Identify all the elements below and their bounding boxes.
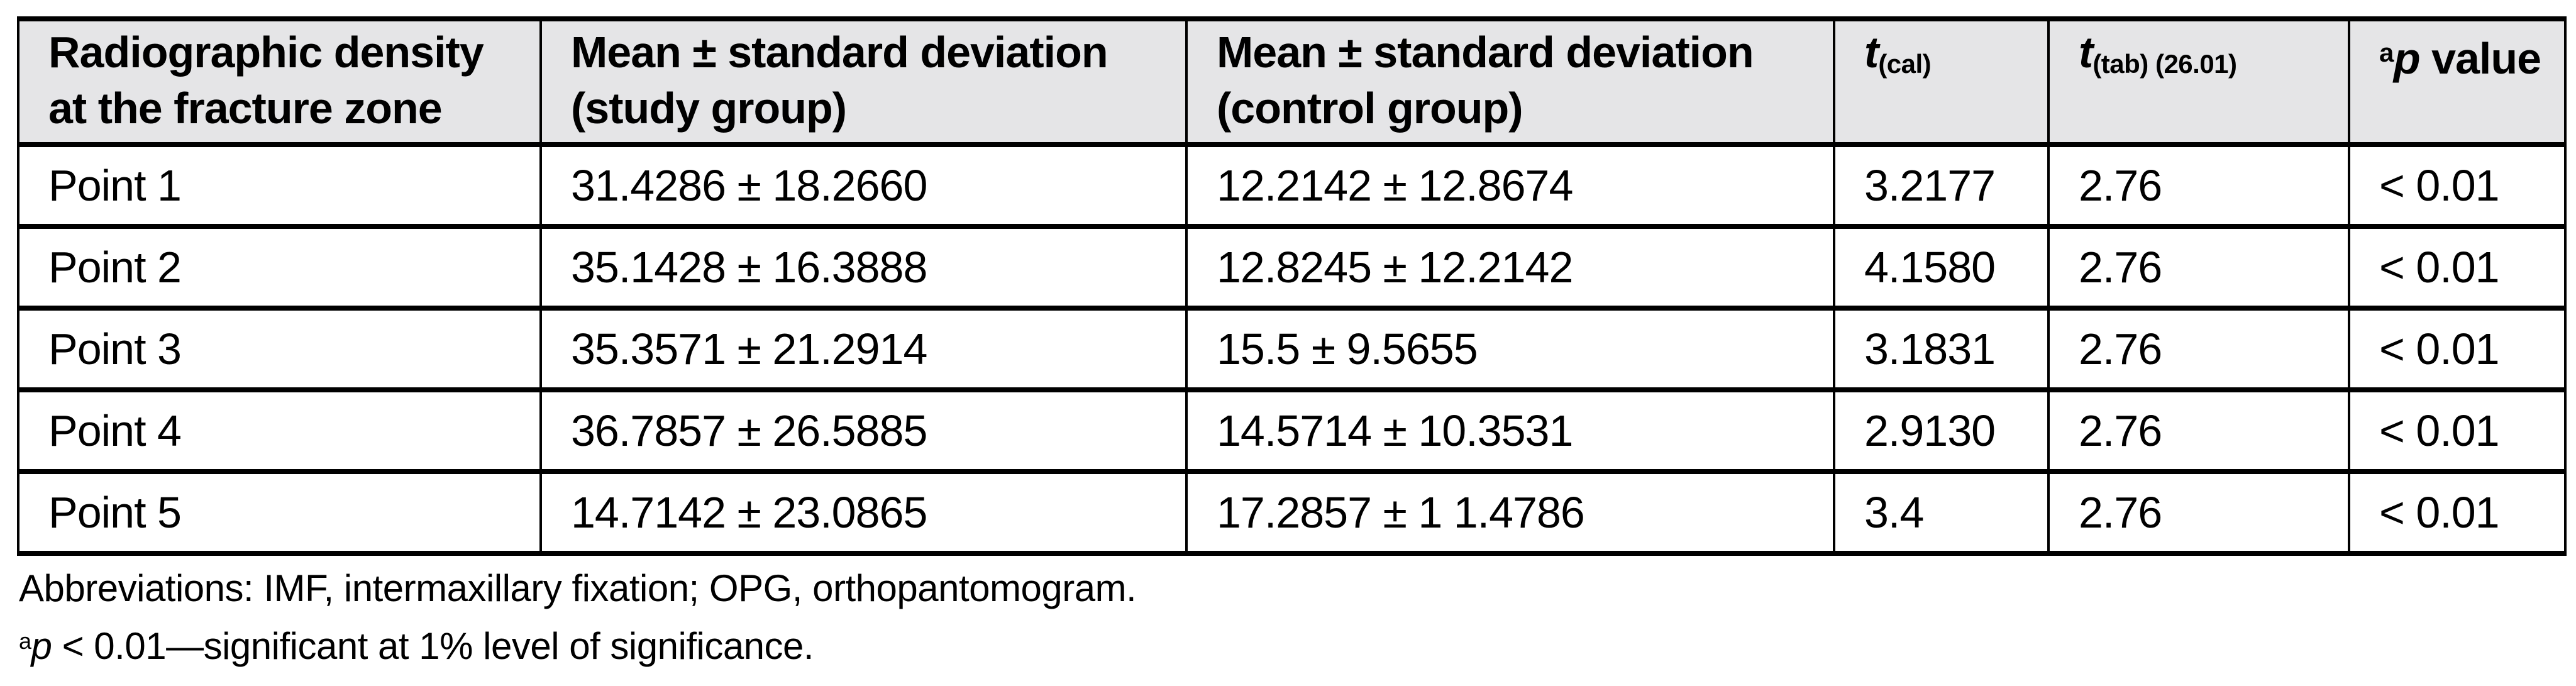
- cell-t-tab: 2.76: [2047, 387, 2350, 474]
- header-line-1: Mean ± standard deviation: [1217, 28, 1754, 77]
- header-line-2: (control group): [1217, 84, 1523, 133]
- p-symbol: p: [2393, 33, 2421, 83]
- col-header-density: Radiographic density at the fracture zon…: [17, 16, 542, 147]
- table-row-point-5: Point 5 14.7142 ± 23.0865 17.2857 ± 1 1.…: [17, 469, 2567, 556]
- cell-control-mean-sd: 15.5 ± 9.5655: [1185, 306, 1835, 392]
- cell-study-mean-sd: 36.7857 ± 26.5885: [539, 387, 1188, 474]
- cell-t-cal: 4.1580: [1833, 224, 2050, 311]
- header-row: Radiographic density at the fracture zon…: [17, 16, 2567, 147]
- significance-note: ap < 0.01—significant at 1% level of sig…: [19, 615, 1136, 673]
- cell-study-mean-sd: 31.4286 ± 18.2660: [539, 142, 1188, 229]
- t-tab-subscript: (tab) (26.01): [2092, 49, 2237, 79]
- cell-p-value: < 0.01: [2348, 469, 2567, 556]
- cell-control-mean-sd: 17.2857 ± 1 1.4786: [1185, 469, 1835, 556]
- p-symbol: p: [31, 625, 52, 668]
- cell-control-mean-sd: 14.5714 ± 10.3531: [1185, 387, 1835, 474]
- cell-t-cal: 3.1831: [1833, 306, 2050, 392]
- cell-p-value: < 0.01: [2348, 306, 2567, 392]
- significance-text: < 0.01—significant at 1% level of signif…: [52, 625, 814, 668]
- cell-control-mean-sd: 12.2142 ± 12.8674: [1185, 142, 1835, 229]
- cell-t-tab: 2.76: [2047, 306, 2350, 392]
- cell-t-tab: 2.76: [2047, 142, 2350, 229]
- col-header-t-cal: t(cal): [1833, 16, 2050, 147]
- col-header-p-value: ap value: [2348, 16, 2567, 147]
- cell-t-cal: 3.2177: [1833, 142, 2050, 229]
- footnote-marker-superscript: a: [19, 628, 31, 654]
- table-row-point-3: Point 3 35.3571 ± 21.2914 15.5 ± 9.5655 …: [17, 306, 2567, 392]
- cell-study-mean-sd: 35.3571 ± 21.2914: [539, 306, 1188, 392]
- cell-study-mean-sd: 14.7142 ± 23.0865: [539, 469, 1188, 556]
- header-line-2: (study group): [571, 84, 847, 133]
- table-row-point-1: Point 1 31.4286 ± 18.2660 12.2142 ± 12.8…: [17, 142, 2567, 229]
- header-line-1: Radiographic density: [48, 28, 484, 77]
- table-row-point-2: Point 2 35.1428 ± 16.3888 12.8245 ± 12.2…: [17, 224, 2567, 311]
- cell-p-value: < 0.01: [2348, 387, 2567, 474]
- header-line-1: Mean ± standard deviation: [571, 28, 1108, 77]
- cell-point-label: Point 2: [17, 224, 542, 311]
- cell-t-cal: 2.9130: [1833, 387, 2050, 474]
- cell-t-cal: 3.4: [1833, 469, 2050, 556]
- cell-point-label: Point 1: [17, 142, 542, 229]
- cell-study-mean-sd: 35.1428 ± 16.3888: [539, 224, 1188, 311]
- cell-p-value: < 0.01: [2348, 224, 2567, 311]
- col-header-t-tab: t(tab) (26.01): [2047, 16, 2350, 147]
- footnote-marker-superscript: a: [2379, 38, 2394, 67]
- radiographic-density-table: Radiographic density at the fracture zon…: [17, 16, 2567, 556]
- t-cal-subscript: (cal): [1878, 49, 1932, 79]
- cell-t-tab: 2.76: [2047, 469, 2350, 556]
- cell-point-label: Point 4: [17, 387, 542, 474]
- abbreviations-note: Abbreviations: IMF, intermaxillary fixat…: [19, 567, 1137, 609]
- cell-p-value: < 0.01: [2348, 142, 2567, 229]
- footnotes: Abbreviations: IMF, intermaxillary fixat…: [19, 562, 1137, 673]
- t-symbol: t: [2079, 28, 2093, 77]
- p-value-label: value: [2419, 33, 2541, 83]
- cell-point-label: Point 5: [17, 469, 542, 556]
- header-line-2: at the fracture zone: [48, 84, 443, 133]
- cell-control-mean-sd: 12.8245 ± 12.2142: [1185, 224, 1835, 311]
- t-symbol: t: [1864, 28, 1879, 77]
- cell-t-tab: 2.76: [2047, 224, 2350, 311]
- table-row-point-4: Point 4 36.7857 ± 26.5885 14.5714 ± 10.3…: [17, 387, 2567, 474]
- cell-point-label: Point 3: [17, 306, 542, 392]
- col-header-control-group: Mean ± standard deviation (control group…: [1185, 16, 1835, 147]
- col-header-study-group: Mean ± standard deviation (study group): [539, 16, 1188, 147]
